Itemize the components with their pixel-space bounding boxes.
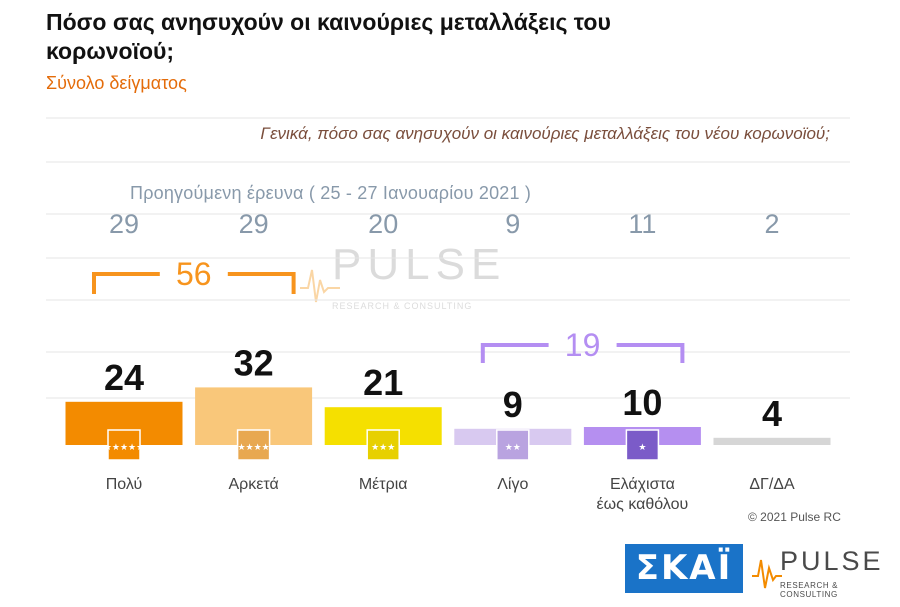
pulse-watermark: PULSE RESEARCH & CONSULTING bbox=[300, 240, 500, 320]
category-label: Αρκετά bbox=[228, 476, 278, 493]
one-star-icon bbox=[625, 429, 660, 461]
copyright-text: © 2021 Pulse RC bbox=[748, 510, 841, 524]
previous-value: 29 bbox=[239, 209, 269, 239]
category-label: Μέτρια bbox=[359, 476, 408, 493]
category-label: Λίγο bbox=[497, 476, 528, 493]
data-label: 9 bbox=[503, 384, 523, 425]
four-stars-icon bbox=[236, 429, 271, 461]
data-label: 10 bbox=[622, 382, 662, 423]
three-stars-icon bbox=[366, 429, 400, 461]
star-glyphs: ★★★ bbox=[371, 443, 395, 453]
previous-value: 2 bbox=[764, 209, 779, 239]
page-subtitle: Σύνολο δείγματος bbox=[46, 73, 187, 93]
group-total-label: 19 bbox=[565, 327, 601, 363]
category-label: Ελάχιστα bbox=[610, 476, 675, 493]
group-total-label: 56 bbox=[176, 256, 212, 292]
category-label: Πολύ bbox=[106, 476, 143, 493]
category-label: ΔΓ/ΔΑ bbox=[749, 476, 795, 493]
group-bracket-right bbox=[227, 272, 296, 294]
page-title: Πόσο σας ανησυχούν οι καινούριες μεταλλά… bbox=[46, 9, 611, 64]
watermark-word: PULSE bbox=[332, 240, 507, 289]
pulse-logo: PULSE RESEARCH & CONSULTING bbox=[752, 546, 887, 599]
pulse-logo-tagline: RESEARCH & CONSULTING bbox=[780, 581, 839, 599]
group-bracket-left bbox=[480, 343, 549, 363]
data-label: 4 bbox=[762, 393, 782, 434]
group-bracket-right bbox=[616, 343, 685, 363]
category-label: έως καθόλου bbox=[597, 496, 689, 513]
data-label: 21 bbox=[363, 362, 403, 403]
data-label: 32 bbox=[234, 342, 274, 383]
previous-value: 20 bbox=[368, 209, 398, 239]
previous-value: 29 bbox=[109, 209, 139, 239]
group-bracket-left bbox=[92, 272, 160, 294]
previous-value: 11 bbox=[628, 209, 656, 239]
skai-logo: ΣΚΑΪ bbox=[625, 544, 743, 593]
previous-survey-caption: Προηγούμενη έρευνα ( 25 - 27 Ιανουαρίου … bbox=[130, 183, 532, 203]
data-label: 24 bbox=[104, 357, 144, 398]
pulse-logo-word: PULSE bbox=[780, 546, 884, 576]
pulse-line-icon bbox=[752, 559, 782, 589]
five-stars-icon bbox=[107, 429, 141, 461]
star-glyphs: ★ bbox=[638, 443, 646, 453]
watermark-pulse-line-icon bbox=[300, 269, 340, 303]
watermark-tagline: RESEARCH & CONSULTING bbox=[332, 301, 473, 311]
star-glyphs: ★★★★ bbox=[237, 443, 269, 453]
star-glyphs: ★★★★★ bbox=[104, 443, 144, 453]
previous-value: 9 bbox=[505, 209, 520, 239]
bar bbox=[713, 437, 831, 445]
survey-question: Γενικά, πόσο σας ανησυχούν οι καινούριες… bbox=[260, 124, 830, 143]
two-stars-icon bbox=[496, 429, 530, 461]
star-glyphs: ★★ bbox=[505, 443, 521, 453]
